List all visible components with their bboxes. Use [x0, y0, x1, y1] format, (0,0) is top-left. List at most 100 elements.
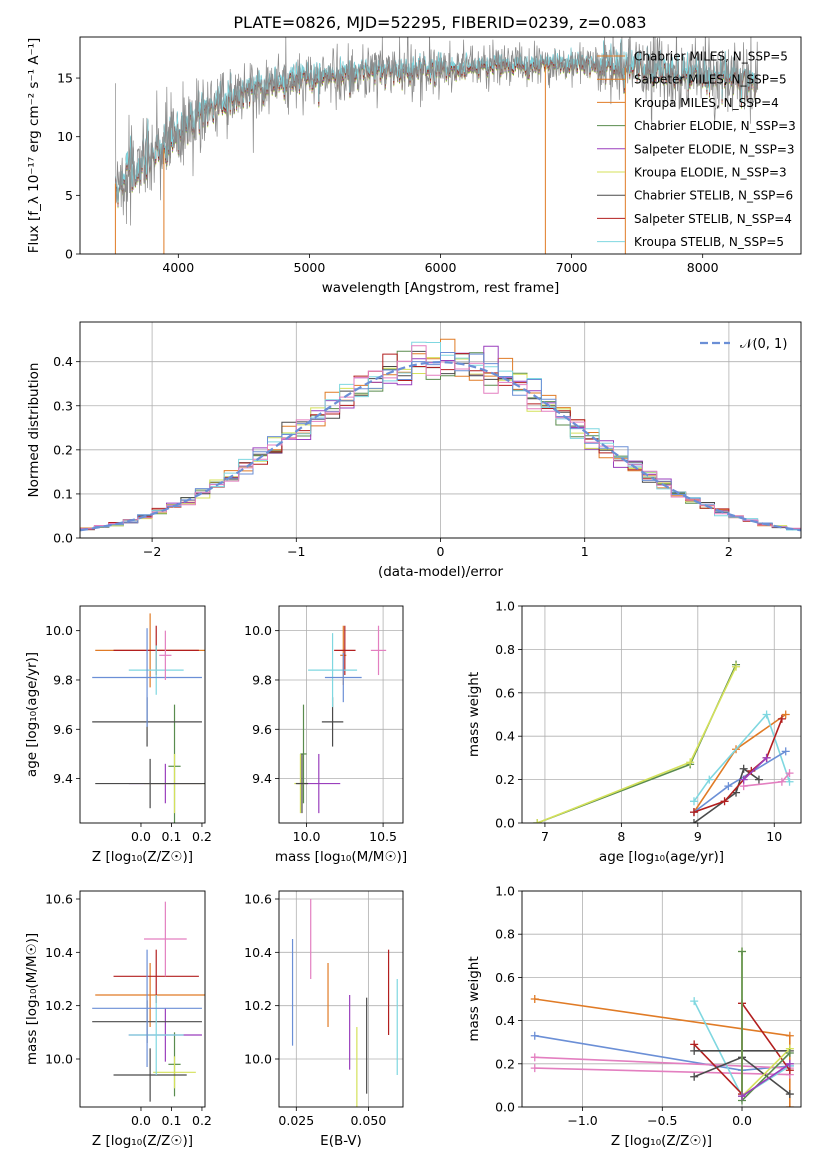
y-tick-label: 10.0	[244, 1052, 272, 1067]
panel-age-vs-Z: 0.0 0.1 0.2 9.4 9.6 9.8 10.0 Z [log₁₀(Z/Z☉)] age…	[24, 605, 212, 865]
plot-area-residuals	[80, 338, 801, 532]
x-tick-label: 0.0	[732, 1113, 752, 1128]
legend-label: Salpeter STELIB, N_SSP=4	[634, 212, 792, 226]
x-tick-label: 6000	[425, 260, 457, 275]
panel-mass-vs-ebv: 0.025 0.050 10.0 10.2 10.4 10.6 E(B-V)	[244, 890, 404, 1149]
x-tick-label: 7000	[556, 260, 588, 275]
axes-frame	[521, 890, 802, 1108]
y-tick-label: 0.0	[53, 531, 73, 546]
plot-area-age-vs-Z	[92, 613, 205, 823]
y-axis-label: age [log₁₀(age/yr)]	[24, 652, 40, 777]
legend-label: Chabrier MILES, N_SSP=5	[634, 50, 788, 64]
axes-frame	[79, 890, 206, 1108]
x-axis-label: Z [log₁₀(Z/Z☉)]	[611, 1133, 712, 1149]
x-tick-label: 1	[581, 544, 589, 559]
plot-area-spectrum	[114, 37, 759, 254]
axes-frame	[79, 321, 802, 539]
x-tick-label: 10.5	[369, 829, 397, 844]
y-tick-label: 9.4	[252, 771, 272, 786]
y-tick-label: 5	[65, 188, 73, 203]
plot-area-weight-vs-Z	[530, 947, 794, 1107]
mass-weight-marker	[690, 1072, 699, 1081]
y-tick-label: 0.2	[495, 1056, 515, 1071]
mass-weight-marker	[777, 714, 786, 723]
legend-label: 𝒩(0, 1)	[740, 337, 787, 352]
panel-age-vs-mass: 10.0 10.5 9.4 9.6 9.8 10.0 mass [log₁₀(M/M☉)]	[244, 605, 407, 865]
y-tick-label: 0.8	[495, 642, 515, 657]
plot-area-weight-vs-age	[533, 660, 794, 823]
mass-weight-marker	[720, 797, 729, 806]
x-axis-label: mass [log₁₀(M/M☉)]	[275, 849, 407, 865]
legend-label: Chabrier ELODIE, N_SSP=3	[634, 119, 796, 133]
y-tick-label: 10.2	[45, 998, 73, 1013]
x-tick-label: 7	[541, 829, 549, 844]
x-tick-label: 0.050	[350, 1113, 386, 1128]
y-tick-label: 0.8	[495, 927, 515, 942]
axes-frame	[278, 605, 404, 824]
y-axis-label: mass weight	[466, 956, 482, 1041]
plot-area-mass-vs-ebv	[291, 899, 398, 1107]
x-tick-label: −2	[143, 544, 161, 559]
mass-weight-marker	[732, 788, 741, 797]
observed-spectrum-line	[115, 37, 759, 226]
mass-weight-marker	[785, 769, 794, 778]
mass-weight-marker	[689, 797, 698, 806]
y-tick-label: 0.4	[53, 354, 73, 369]
mass-weight-marker	[785, 777, 794, 786]
y-tick-label: 10.4	[45, 945, 73, 960]
mass-weight-line	[534, 1067, 790, 1076]
mass-weight-marker	[739, 775, 748, 784]
x-axis-label: Z [log₁₀(Z/Z☉)]	[92, 849, 193, 865]
y-tick-label: 1.0	[495, 599, 515, 614]
y-tick-label: 10.2	[244, 998, 272, 1013]
mass-weight-marker	[781, 747, 790, 756]
legend-label: Kroupa STELIB, N_SSP=5	[634, 235, 784, 249]
mass-weight-marker	[785, 1049, 794, 1057]
panel-spectrum: 4000 5000 6000 7000 8000 0 5 10 15 wavelength [An…	[26, 36, 802, 296]
x-tick-label: 8	[617, 829, 625, 844]
plot-area-age-vs-mass	[294, 625, 387, 814]
mass-weight-marker	[530, 1053, 539, 1062]
panel-weight-vs-Z: −1.0 −0.5 0.0 0.0 0.2 0.4 0.6 0.8 1.0 Z [log₁₀(Z/…	[466, 884, 802, 1149]
y-axis-label: Flux [f_λ 10⁻¹⁷ erg cm⁻² s⁻¹ A⁻¹]	[26, 38, 42, 254]
mass-weight-marker	[785, 1059, 794, 1068]
mass-weight-marker	[690, 997, 699, 1006]
mass-weight-marker	[739, 764, 748, 773]
x-tick-label: −1.0	[567, 1113, 597, 1128]
legend-label: Kroupa ELODIE, N_SSP=3	[634, 166, 787, 180]
y-tick-label: 0.0	[495, 816, 515, 831]
mass-weight-marker	[785, 1090, 794, 1099]
mass-weight-marker	[689, 819, 698, 823]
y-tick-label: 0.4	[495, 729, 515, 744]
axes-frame	[79, 605, 206, 824]
y-axis-label: mass [log₁₀(M/M☉)]	[24, 933, 40, 1065]
x-tick-label: 0.2	[192, 1113, 212, 1128]
mass-weight-marker	[785, 1031, 794, 1040]
y-axis-label: mass weight	[466, 672, 482, 757]
axes-frame	[278, 890, 404, 1108]
x-axis-label: (data-model)/error	[378, 564, 504, 580]
mass-weight-marker	[754, 775, 763, 784]
legend-label: Salpeter MILES, N_SSP=5	[634, 73, 787, 87]
panel-residuals: −2 −1 0 1 2 0.0 0.1 0.2 0.3 0.4 (data-model)/error…	[26, 321, 802, 580]
y-tick-label: 10.0	[244, 623, 272, 638]
y-tick-label: 10.0	[45, 623, 73, 638]
mass-weight-marker	[762, 753, 771, 762]
x-axis-label: age [log₁₀(age/yr)]	[599, 849, 724, 865]
x-tick-label: 0.025	[278, 1113, 314, 1128]
y-tick-label: 10.6	[45, 892, 73, 907]
figure-title: PLATE=0826, MJD=52295, FIBERID=0239, z=0…	[233, 13, 646, 32]
x-tick-label: 8000	[687, 260, 719, 275]
x-axis-label: E(B-V)	[320, 1133, 362, 1149]
x-tick-label: 0.1	[162, 829, 182, 844]
mass-weight-marker	[777, 777, 786, 786]
mass-weight-marker	[533, 819, 542, 823]
mass-weight-marker	[785, 1103, 794, 1107]
legend-label: Salpeter ELODIE, N_SSP=3	[634, 142, 795, 156]
panel-weight-vs-age: 7 8 9 10 0.0 0.2 0.4 0.6 0.8 1.0 age [log₁₀(age/yr…	[466, 599, 802, 865]
y-tick-label: 0.2	[53, 442, 73, 457]
y-tick-label: 9.6	[252, 722, 272, 737]
mass-weight-marker	[530, 1064, 539, 1073]
mass-weight-marker	[738, 1092, 747, 1101]
